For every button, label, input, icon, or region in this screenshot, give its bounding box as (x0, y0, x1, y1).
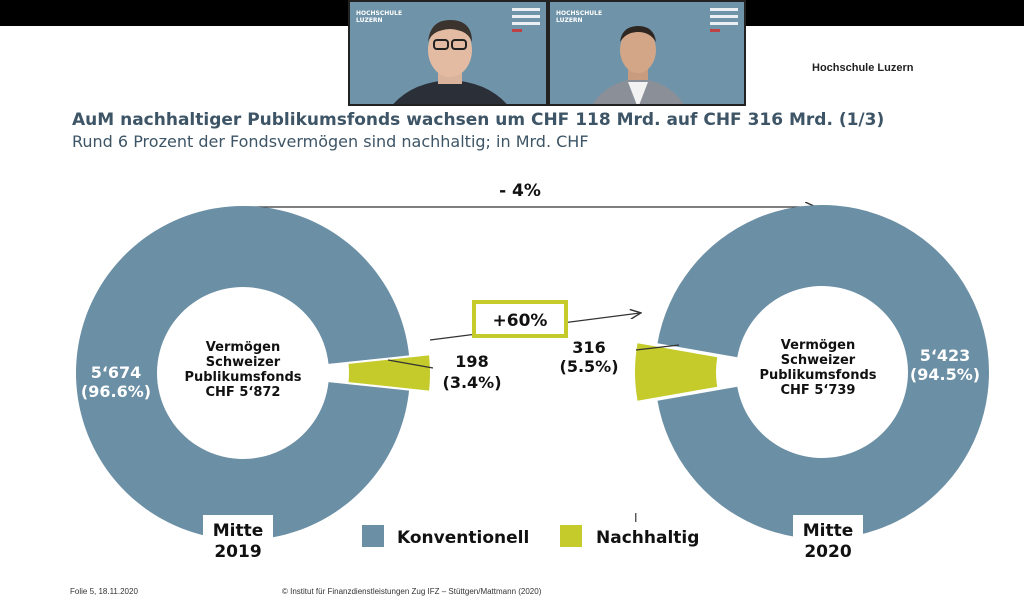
value-label-2020-nachhaltig: 316 (5.5%) (560, 338, 619, 376)
donut-2020 (635, 205, 989, 539)
svg-text:Publikumsfonds: Publikumsfonds (184, 370, 301, 385)
center-label-2019: Vermögen Schweizer Publikumsfonds CHF 5‘… (184, 340, 301, 400)
slice-2020-nachhaltig (635, 343, 718, 401)
video-tile-speaker-2[interactable]: HOCHSCHULE LUZERN (548, 0, 746, 106)
svg-text:5‘674: 5‘674 (91, 363, 142, 382)
svg-text:Mitte: Mitte (213, 521, 264, 541)
copyright-notice: © Institut für Finanzdienstleistungen Zu… (282, 587, 542, 596)
period-box-2020 (793, 515, 863, 563)
value-label-2019-nachhaltig: 198 (3.4%) (443, 352, 502, 392)
slice-2020-konventionell (657, 205, 989, 539)
sustainable-change-box (472, 300, 568, 338)
text-cursor-icon: I (634, 511, 638, 525)
svg-text:Schweizer: Schweizer (781, 353, 856, 368)
slide-title: AuM nachhaltiger Publikumsfonds wachsen … (72, 110, 885, 130)
slice-2019-konventionell (76, 205, 410, 540)
university-logo: Hochschule Luzern (812, 62, 914, 74)
slide-subtitle: Rund 6 Prozent der Fondsvermögen sind na… (72, 132, 589, 151)
person-silhouette-1 (393, 20, 507, 104)
svg-text:Vermögen: Vermögen (781, 338, 855, 353)
svg-text:(3.4%): (3.4%) (443, 373, 502, 392)
period-label-2019: Mitte 2019 (213, 521, 264, 562)
svg-text:Mitte: Mitte (803, 521, 854, 541)
legend-label-konventionell: Konventionell (397, 528, 529, 548)
total-change-label: - 4% (499, 181, 541, 201)
legend-swatch-nachhaltig (560, 525, 582, 547)
person-silhouette-2 (592, 26, 684, 104)
chart-legend: Konventionell Nachhaltig (362, 525, 699, 548)
legend-label-nachhaltig: Nachhaltig (596, 528, 699, 548)
video-sponsor-logos (710, 4, 738, 44)
svg-text:(94.5%): (94.5%) (910, 365, 980, 384)
video-brand: HOCHSCHULE LUZERN (556, 10, 603, 24)
svg-text:CHF 5‘872: CHF 5‘872 (206, 385, 281, 400)
svg-text:CHF 5‘739: CHF 5‘739 (781, 383, 856, 398)
svg-text:2020: 2020 (804, 542, 851, 562)
slide-number: Folie 5, 18.11.2020 (70, 587, 138, 596)
video-sponsor-logos (512, 4, 540, 44)
sustainable-change-label: +60% (493, 311, 548, 331)
svg-text:Schweizer: Schweizer (206, 355, 281, 370)
svg-text:(96.6%): (96.6%) (81, 382, 151, 401)
video-tile-speaker-1[interactable]: HOCHSCHULE LUZERN (348, 0, 548, 106)
legend-swatch-konventionell (362, 525, 384, 547)
video-brand: HOCHSCHULE LUZERN (356, 10, 403, 24)
svg-text:5‘423: 5‘423 (920, 346, 971, 365)
value-label-2019-konventionell: 5‘674 (96.6%) (81, 363, 151, 401)
svg-text:316: 316 (572, 338, 605, 357)
svg-text:198: 198 (455, 352, 488, 371)
center-label-2020: Vermögen Schweizer Publikumsfonds CHF 5‘… (759, 338, 876, 398)
period-box-2019 (203, 515, 273, 563)
svg-text:(5.5%): (5.5%) (560, 357, 619, 376)
leader-line-2019 (387, 359, 434, 369)
value-label-2020-konventionell: 5‘423 (94.5%) (910, 346, 980, 384)
leader-line-2020 (635, 344, 680, 351)
period-label-2020: Mitte 2020 (803, 521, 854, 562)
svg-text:2019: 2019 (214, 542, 261, 562)
svg-text:Publikumsfonds: Publikumsfonds (759, 368, 876, 383)
svg-text:Vermögen: Vermögen (206, 340, 280, 355)
